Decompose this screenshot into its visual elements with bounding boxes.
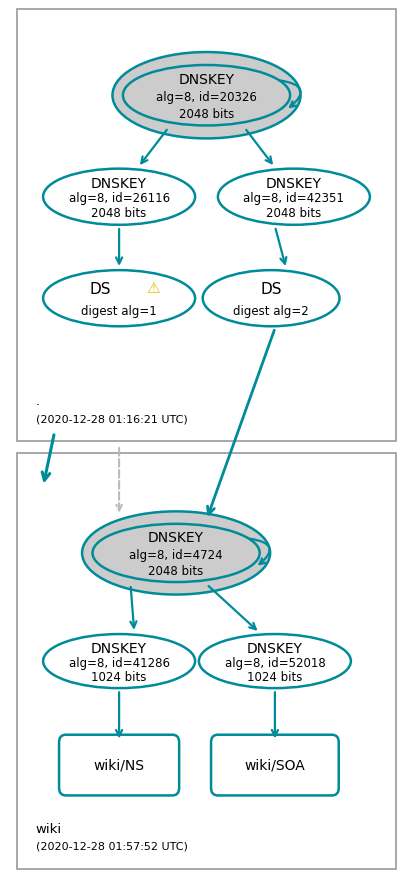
Text: wiki: wiki xyxy=(36,823,62,836)
Text: 2048 bits: 2048 bits xyxy=(92,207,147,220)
Text: 2048 bits: 2048 bits xyxy=(179,108,234,121)
Text: wiki/SOA: wiki/SOA xyxy=(244,758,305,772)
Text: 1024 bits: 1024 bits xyxy=(247,671,303,684)
Text: DNSKEY: DNSKEY xyxy=(266,177,322,191)
FancyBboxPatch shape xyxy=(211,735,339,796)
Text: digest alg=1: digest alg=1 xyxy=(81,304,157,318)
Text: DNSKEY: DNSKEY xyxy=(178,73,235,87)
Ellipse shape xyxy=(82,512,270,595)
Ellipse shape xyxy=(93,524,260,582)
Text: alg=8, id=41286: alg=8, id=41286 xyxy=(69,657,170,670)
Text: .: . xyxy=(36,396,40,408)
Text: 2048 bits: 2048 bits xyxy=(149,566,204,578)
Text: alg=8, id=20326: alg=8, id=20326 xyxy=(156,91,257,104)
Ellipse shape xyxy=(218,169,370,225)
FancyArrowPatch shape xyxy=(250,539,270,564)
Ellipse shape xyxy=(43,270,195,327)
Text: DNSKEY: DNSKEY xyxy=(148,531,204,545)
Ellipse shape xyxy=(112,52,301,138)
Text: alg=8, id=42351: alg=8, id=42351 xyxy=(243,192,344,205)
Text: ⚠: ⚠ xyxy=(147,281,160,296)
Text: (2020-12-28 01:57:52 UTC): (2020-12-28 01:57:52 UTC) xyxy=(36,842,188,851)
Text: DS: DS xyxy=(89,282,111,297)
Ellipse shape xyxy=(43,634,195,689)
Text: DNSKEY: DNSKEY xyxy=(91,642,147,656)
Text: DNSKEY: DNSKEY xyxy=(91,177,147,191)
Text: DNSKEY: DNSKEY xyxy=(247,642,303,656)
FancyBboxPatch shape xyxy=(59,735,179,796)
Text: digest alg=2: digest alg=2 xyxy=(233,304,309,318)
Text: DS: DS xyxy=(260,282,282,297)
Text: alg=8, id=52018: alg=8, id=52018 xyxy=(225,657,325,670)
Ellipse shape xyxy=(43,169,195,225)
Text: 2048 bits: 2048 bits xyxy=(266,207,321,220)
Ellipse shape xyxy=(123,65,290,126)
Text: alg=8, id=4724: alg=8, id=4724 xyxy=(129,549,223,561)
Text: (2020-12-28 01:16:21 UTC): (2020-12-28 01:16:21 UTC) xyxy=(36,414,187,424)
FancyArrowPatch shape xyxy=(280,81,301,107)
Ellipse shape xyxy=(203,270,339,327)
Text: 1024 bits: 1024 bits xyxy=(91,671,147,684)
Text: wiki/NS: wiki/NS xyxy=(94,758,145,772)
Ellipse shape xyxy=(199,634,351,689)
Text: alg=8, id=26116: alg=8, id=26116 xyxy=(69,192,170,205)
